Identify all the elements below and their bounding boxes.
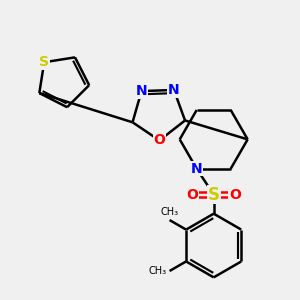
Text: O: O — [229, 188, 241, 202]
Text: O: O — [187, 188, 198, 202]
Text: O: O — [154, 134, 165, 147]
Text: CH₃: CH₃ — [148, 266, 166, 276]
Text: N: N — [136, 84, 147, 98]
Text: S: S — [208, 186, 220, 204]
Text: S: S — [39, 55, 49, 69]
Text: CH₃: CH₃ — [160, 207, 178, 217]
Text: N: N — [191, 162, 203, 176]
Text: N: N — [168, 83, 180, 97]
